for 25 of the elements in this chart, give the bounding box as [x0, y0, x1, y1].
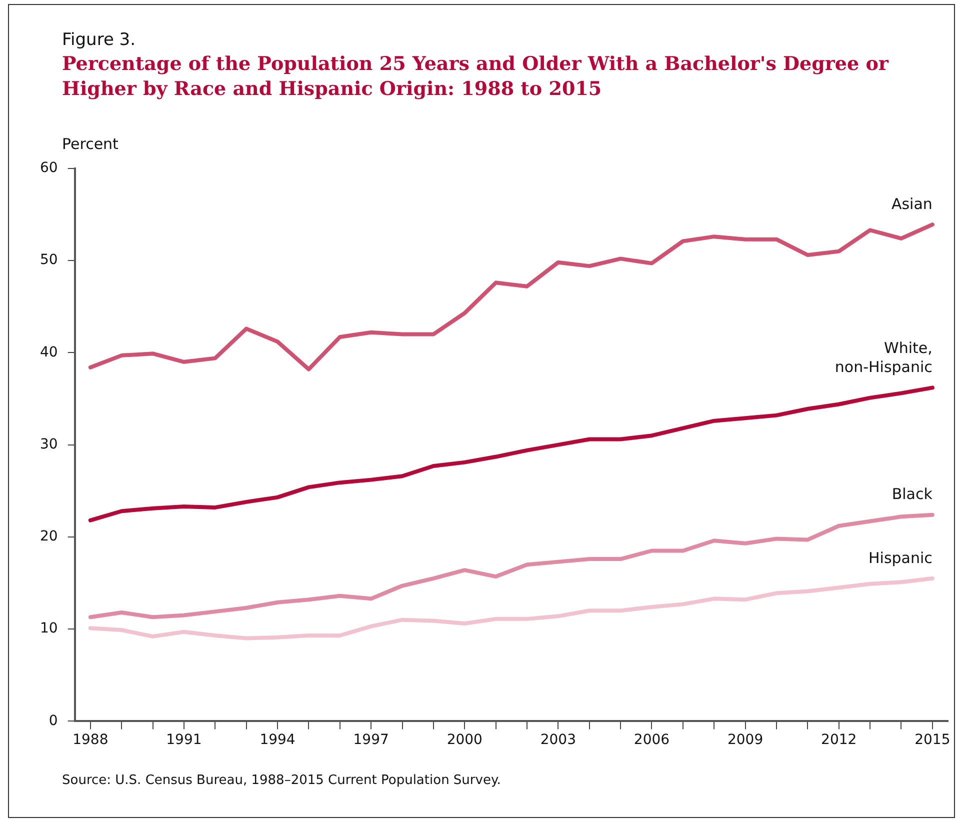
x-tick-label: 2015: [914, 732, 950, 748]
x-tick-label: 1994: [260, 732, 296, 748]
x-tick-label: 2006: [634, 732, 670, 748]
x-tick-label: 1991: [166, 732, 202, 748]
x-tick-label: 2003: [540, 732, 576, 748]
chart-title: Figure 3.: [62, 30, 136, 50]
y-tick-label: 60: [40, 160, 58, 176]
y-tick-label: 20: [40, 528, 58, 545]
y-axis-title: Percent: [62, 135, 118, 153]
chart-subtitle: Percentage of the Population 25 Years and Older With a Bachelor's Degree or Higher by Race and Hispanic Origin: 1988 to 2015: [62, 52, 890, 102]
x-tick-label: 1997: [353, 732, 389, 748]
x-tick-label: 2009: [727, 732, 764, 748]
y-tick-label: 30: [40, 436, 58, 452]
y-tick-label: 10: [40, 620, 58, 637]
series-label: Hispanic: [868, 548, 932, 567]
x-tick-label: 1988: [72, 732, 108, 748]
series-label: Asian: [891, 194, 932, 213]
y-tick-label: 40: [40, 344, 58, 360]
y-tick-label: 50: [40, 252, 58, 268]
source-note: Source: U.S. Census Bureau, 1988–2015 Current Population Survey.: [62, 773, 501, 788]
y-tick-label: 0: [48, 712, 58, 729]
series-label: White, non-Hispanic: [834, 339, 932, 376]
series-label: Black: [892, 485, 933, 504]
x-tick-label: 2000: [446, 732, 482, 748]
x-tick-label: 2012: [821, 732, 857, 748]
